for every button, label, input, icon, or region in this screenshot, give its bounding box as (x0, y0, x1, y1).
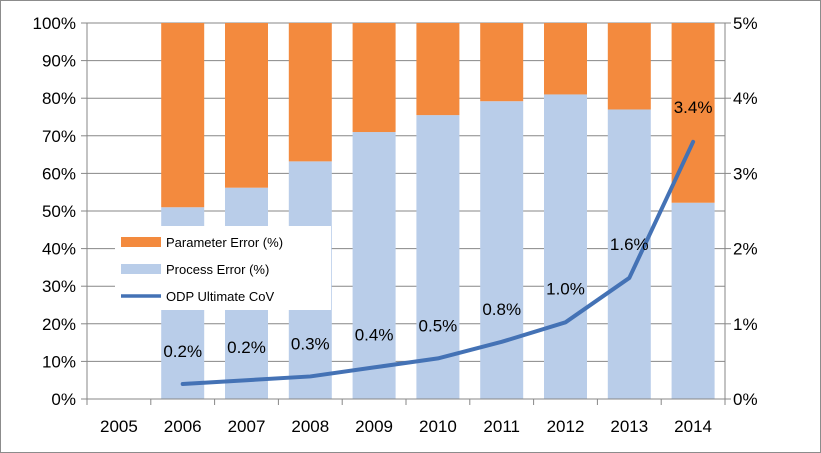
bar-parameter-error-2007 (225, 23, 268, 188)
y-right-tick-label: 0% (733, 390, 758, 409)
y-right-tick-label: 1% (733, 315, 758, 334)
y-right-tick-label: 3% (733, 164, 758, 183)
bar-parameter-error-2012 (544, 23, 587, 95)
y-left-tick-label: 90% (42, 52, 76, 71)
bar-parameter-error-2008 (288, 23, 332, 162)
y-left-tick-label: 100% (33, 14, 76, 33)
x-tick-label: 2014 (674, 417, 712, 436)
data-labels: 0.2% 0.2% 0.3% 0.4% 0.5% 0.8% 1.0% 1.6% 3.4% (163, 98, 712, 361)
bar-process-error-2012 (544, 94, 587, 399)
legend-swatch (121, 264, 161, 274)
bar-parameter-error-2009 (352, 23, 396, 133)
x-tick-label: 2008 (291, 417, 329, 436)
y-right-tick-label: 5% (733, 14, 758, 33)
x-tick-label: 2010 (419, 417, 457, 436)
data-label-2006: 0.2% (163, 342, 202, 361)
bar-parameter-error-2011 (480, 23, 524, 102)
x-tick-label: 2009 (355, 417, 393, 436)
y-left-tick-label: 80% (42, 89, 76, 108)
data-label-2014: 3.4% (674, 98, 713, 117)
data-label-2009: 0.4% (355, 325, 394, 344)
line-odp-ultimate-cov (180, 139, 696, 386)
data-label-2008: 0.3% (291, 334, 330, 353)
line-layer (180, 139, 696, 386)
bar-process-error-2011 (480, 101, 524, 399)
x-tick-label: 2007 (228, 417, 266, 436)
x-tick-label: 2005 (100, 417, 138, 436)
x-tick-label: 2013 (610, 417, 648, 436)
y-left-tick-label: 40% (42, 240, 76, 259)
data-label-2012: 1.0% (546, 279, 585, 298)
y-left-tick-label: 0% (51, 390, 76, 409)
bar-parameter-error-2013 (607, 23, 651, 110)
y-left-tick-label: 60% (42, 164, 76, 183)
y-right-tick-label: 2% (733, 240, 758, 259)
bar-parameter-error-2010 (416, 23, 460, 116)
bar-process-error-2014 (671, 202, 715, 399)
y-right-tick-label: 4% (733, 89, 758, 108)
data-label-2007: 0.2% (227, 338, 266, 357)
x-tick-label: 2012 (547, 417, 585, 436)
y-left-tick-label: 70% (42, 127, 76, 146)
legend-label: Process Error (%) (166, 262, 269, 277)
legend-label: Parameter Error (%) (166, 235, 283, 250)
data-label-2011: 0.8% (482, 300, 521, 319)
y-left-tick-label: 30% (42, 277, 76, 296)
bar-parameter-error-2006 (161, 23, 205, 208)
y-left-tick-label: 20% (42, 315, 76, 334)
data-label-2010: 0.5% (419, 316, 458, 335)
y-left-tick-label: 50% (42, 202, 76, 221)
bar-process-error-2013 (607, 109, 651, 399)
x-tick-label: 2006 (164, 417, 202, 436)
bar-process-error-2010 (416, 115, 460, 400)
data-label-2013: 1.6% (610, 235, 649, 254)
legend: Parameter Error (%) Process Error (%) ODP … (115, 226, 331, 310)
y-left-tick-label: 10% (42, 352, 76, 371)
bar-process-error-2009 (352, 132, 396, 400)
legend-swatch (121, 237, 161, 247)
x-tick-label: 2011 (483, 417, 520, 436)
axes: 0% 10% 20% 30% 40% 50% 60% 70% 80% 90% 100% 0% 1% 2% 3… (33, 14, 758, 436)
legend-label: ODP Ultimate CoV (166, 289, 274, 304)
